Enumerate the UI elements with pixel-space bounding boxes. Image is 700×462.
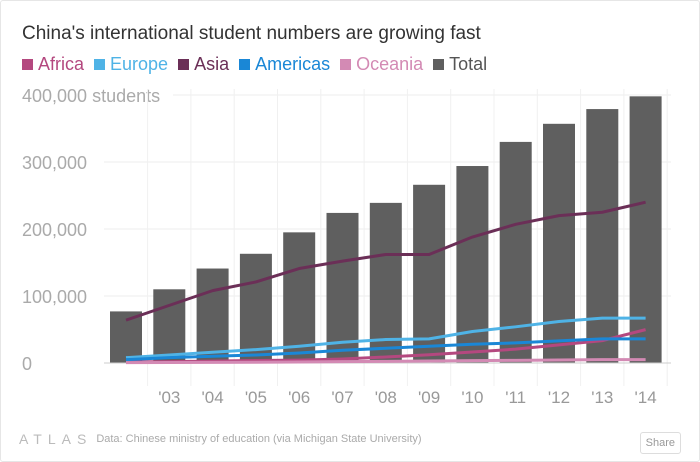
legend-label: Africa	[38, 54, 85, 74]
bar-total-2008	[369, 202, 402, 363]
atlas-logo: ATLAS	[19, 431, 93, 447]
legend-swatch	[178, 59, 190, 70]
legend-item-oceania: Oceania	[340, 54, 423, 75]
x-tick-label: '07	[331, 388, 353, 407]
chart-title: China's international student numbers ar…	[22, 23, 481, 44]
x-tick-label: '12	[548, 388, 570, 407]
y-tick-label: 0	[22, 354, 32, 374]
legend-item-europe: Europe	[94, 54, 168, 75]
y-tick-label: 300,000	[22, 153, 87, 173]
line-asia	[125, 200, 646, 322]
legend-item-africa: Africa	[22, 54, 84, 75]
footer: ATLAS Data: Chinese ministry of educatio…	[19, 431, 422, 447]
y-tick-label: 400,000 students	[22, 86, 160, 106]
legend-label: Americas	[255, 54, 331, 74]
bar-total-2011	[499, 141, 532, 363]
legend-label: Asia	[194, 54, 230, 74]
legend-item-total: Total	[433, 54, 487, 75]
legend-swatch	[433, 59, 445, 70]
x-tick-label: '05	[245, 388, 267, 407]
x-tick-label: '13	[591, 388, 613, 407]
legend-item-americas: Americas	[239, 54, 330, 75]
legend-swatch	[239, 59, 251, 70]
legend-label: Europe	[110, 54, 169, 74]
legend-label: Oceania	[356, 54, 424, 74]
legend-swatch	[94, 59, 106, 70]
bar-total-2009	[413, 184, 446, 363]
bar-total-2004	[196, 268, 229, 363]
legend-swatch	[340, 59, 352, 70]
legend-item-asia: Asia	[178, 54, 229, 75]
x-tick-label: '06	[288, 388, 310, 407]
x-tick-label: '11	[505, 388, 526, 407]
y-tick-label: 100,000	[22, 287, 87, 307]
line-americas	[125, 337, 646, 362]
legend-swatch	[22, 59, 33, 70]
line-oceania	[125, 358, 646, 365]
bar-total-2013	[586, 109, 619, 363]
x-tick-label: '14	[635, 388, 657, 407]
bar-total-2007	[326, 212, 359, 363]
y-tick-label: 200,000	[22, 220, 87, 240]
legend-label: Total	[449, 54, 488, 74]
bar-total-2005	[239, 253, 272, 363]
x-tick-label: '04	[202, 388, 224, 407]
bar-total-2006	[283, 232, 316, 363]
bar-total-2012	[543, 123, 575, 363]
line-europe	[125, 316, 646, 360]
x-tick-label: '03	[158, 388, 180, 407]
source-note: Data: Chinese ministry of education (via…	[96, 433, 422, 445]
x-tick-label: '10	[461, 388, 483, 407]
x-tick-label: '09	[418, 388, 440, 407]
share-button[interactable]: Share	[639, 432, 681, 454]
bar-total-2014	[629, 96, 662, 363]
legend: Africa Europe Asia Americas Oceania Total	[22, 54, 487, 75]
x-tick-label: '08	[375, 388, 397, 407]
